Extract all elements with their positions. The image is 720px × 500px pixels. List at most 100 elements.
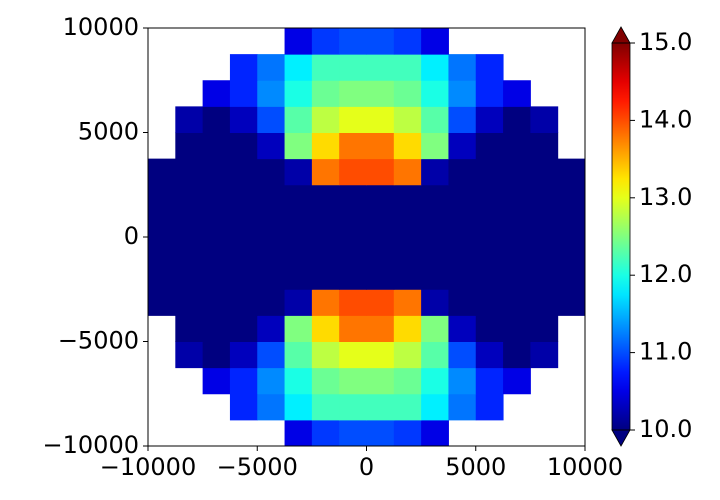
heat-cell [393, 184, 422, 212]
heat-cell [229, 54, 258, 81]
colorbar-tick-label: 14.0 [639, 105, 692, 133]
heat-cell [202, 341, 231, 369]
heat-cell [229, 80, 258, 107]
heat-cell [421, 132, 449, 160]
heat-cell [175, 184, 204, 212]
heat-cell [448, 289, 477, 316]
heat-cell [421, 289, 449, 316]
heat-cell [503, 132, 531, 160]
heat-cell [503, 184, 531, 212]
heat-cell [475, 237, 504, 264]
heat-cell [284, 54, 313, 81]
heat-cell [175, 106, 204, 133]
heat-cell [393, 263, 422, 290]
heat-cell [475, 132, 504, 160]
heat-cell [284, 210, 313, 238]
heat-cell [503, 80, 531, 107]
heat-cell [393, 132, 422, 160]
heat-cell [339, 210, 367, 238]
y-tick-label: 0 [124, 222, 139, 250]
heat-cell [366, 237, 395, 264]
x-tick-label: 5000 [445, 453, 506, 481]
heat-cell [393, 315, 422, 342]
colorbar-tick-label: 12.0 [639, 260, 692, 288]
heat-cell [366, 419, 395, 447]
heat-cell [284, 263, 313, 290]
heat-cell [202, 80, 231, 107]
heat-cell [366, 393, 395, 421]
heat-cell [202, 315, 231, 342]
heat-cell [366, 158, 395, 186]
y-tick-label: 5000 [78, 118, 139, 146]
heat-cell [475, 210, 504, 238]
heat-cell [339, 393, 367, 421]
heat-cell [366, 341, 395, 369]
heat-cell [475, 289, 504, 316]
heat-cell [530, 210, 559, 238]
heat-cell [257, 289, 286, 316]
x-tick-label: 0 [359, 453, 374, 481]
heat-cell [393, 54, 422, 81]
heat-cell [202, 210, 231, 238]
heat-cell [148, 158, 176, 186]
heat-cell [202, 184, 231, 212]
heat-cell [503, 341, 531, 369]
heat-cell [148, 237, 176, 264]
heat-cell [366, 28, 395, 55]
colorbar-tick-label: 11.0 [639, 338, 692, 366]
colorbar-tick-label: 13.0 [639, 183, 692, 211]
heat-cell [148, 289, 176, 316]
heat-cell [175, 158, 204, 186]
heat-cell [311, 132, 340, 160]
heat-cell [339, 28, 367, 55]
heat-cell [257, 263, 286, 290]
heat-cell [311, 419, 340, 447]
heat-cell [475, 158, 504, 186]
heat-cell [503, 315, 531, 342]
heat-cell [503, 263, 531, 290]
heat-cell [257, 80, 286, 107]
heat-cell [229, 237, 258, 264]
heat-cell [421, 54, 449, 81]
heat-cell [503, 158, 531, 186]
heat-cell [530, 263, 559, 290]
colorbar-extend-bottom [611, 429, 631, 447]
heat-cell [284, 158, 313, 186]
heat-cell [475, 263, 504, 290]
heat-cell [148, 263, 176, 290]
heat-cell [284, 315, 313, 342]
heat-cell [339, 54, 367, 81]
heat-cell [202, 263, 231, 290]
heat-cell [311, 367, 340, 395]
heat-cell [393, 419, 422, 447]
heat-cell [448, 210, 477, 238]
heat-cell [448, 263, 477, 290]
heat-cell [339, 263, 367, 290]
heat-cell [175, 132, 204, 160]
heat-cell [421, 393, 449, 421]
heat-cell [257, 210, 286, 238]
heat-cell [448, 54, 477, 81]
heat-cell [202, 237, 231, 264]
heat-cell [202, 132, 231, 160]
heat-cell [257, 106, 286, 133]
heat-cell [202, 289, 231, 316]
heat-cell [202, 367, 231, 395]
heat-cell [475, 184, 504, 212]
heat-cell [393, 106, 422, 133]
heat-cell [284, 341, 313, 369]
heat-cell [503, 367, 531, 395]
heat-cell [229, 132, 258, 160]
heat-cell [475, 106, 504, 133]
heat-cell [475, 367, 504, 395]
heat-cell [257, 184, 286, 212]
heat-cell [339, 132, 367, 160]
heat-cell [339, 315, 367, 342]
x-tick-label: −5000 [217, 453, 298, 481]
y-tick-label: −5000 [58, 327, 139, 355]
heat-cell [393, 80, 422, 107]
heat-cell [284, 419, 313, 447]
heat-cell [503, 289, 531, 316]
heat-cell [366, 184, 395, 212]
